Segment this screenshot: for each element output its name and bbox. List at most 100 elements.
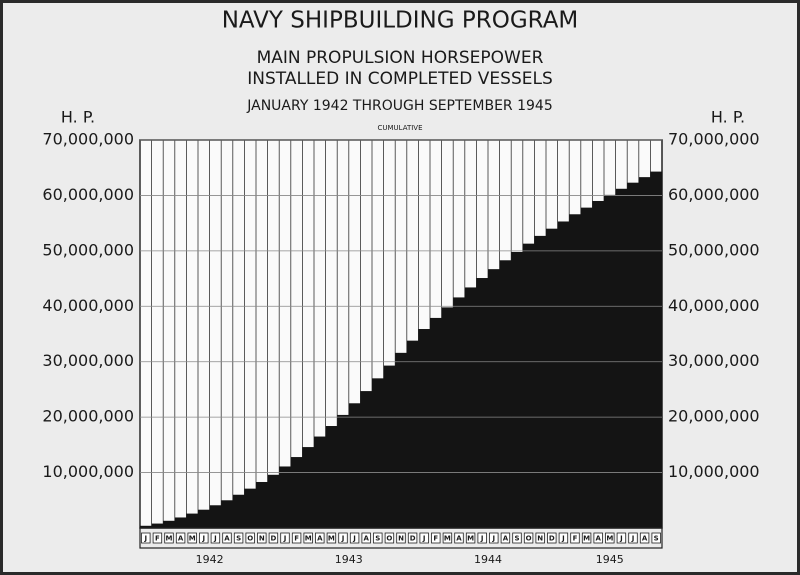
month-box	[303, 532, 313, 544]
month-box	[152, 532, 163, 544]
x-tick-label: S	[654, 535, 659, 543]
chart-title: NAVY SHIPBUILDING PROGRAM	[222, 8, 579, 34]
bar	[209, 505, 222, 528]
x-tick-label: O	[247, 535, 253, 543]
x-tick-label: A	[595, 535, 601, 543]
bar	[337, 414, 350, 528]
x-tick-label: J	[341, 535, 345, 543]
bar	[580, 207, 593, 528]
x-tick-label: M	[606, 535, 613, 543]
month-box	[396, 532, 406, 544]
bar	[557, 221, 570, 529]
bar	[232, 494, 245, 528]
x-tick-label: F	[294, 535, 299, 543]
x-tick-label: J	[201, 535, 205, 543]
y2-axis-label: H. P.	[711, 108, 745, 127]
month-box	[245, 532, 255, 544]
y-tick-label: 20,000,000	[42, 407, 134, 426]
y-tick-label: 10,000,000	[42, 462, 134, 481]
x-tick-label: M	[328, 535, 335, 543]
bar	[267, 474, 280, 528]
month-box	[280, 532, 290, 544]
bar	[290, 457, 303, 528]
bar	[140, 525, 152, 528]
bar	[546, 228, 558, 528]
bar	[534, 235, 547, 529]
x-tick-label: J	[480, 535, 484, 543]
bar	[198, 509, 210, 528]
month-box	[361, 532, 371, 544]
month-box	[454, 532, 464, 544]
x-tick-label: M	[444, 535, 451, 543]
bar	[302, 447, 315, 528]
x-tick-label: A	[456, 535, 462, 543]
x-tick-label: N	[537, 535, 543, 543]
month-box	[222, 532, 232, 544]
date-range: JANUARY 1942 THROUGH SEPTEMBER 1945	[246, 98, 552, 114]
x-tick-label: S	[236, 535, 241, 543]
month-box	[547, 532, 557, 544]
subtitle: MAIN PROPULSION HORSEPOWER	[257, 48, 544, 68]
bar	[279, 466, 292, 528]
bar	[256, 481, 268, 528]
y2-tick-label: 30,000,000	[668, 351, 760, 370]
month-box	[489, 532, 499, 544]
bar	[499, 260, 512, 528]
month-box	[175, 532, 186, 544]
month-box	[233, 532, 244, 544]
month-box	[326, 532, 337, 544]
y-tick-label: 30,000,000	[42, 351, 134, 370]
x-tick-label: D	[410, 535, 416, 543]
month-box	[570, 532, 580, 544]
x-tick-label: J	[491, 535, 495, 543]
y2-tick-label: 10,000,000	[668, 462, 760, 481]
bar	[174, 517, 187, 528]
x-tick-label: N	[398, 535, 404, 543]
bar	[244, 488, 257, 528]
month-box	[338, 532, 348, 544]
y-tick-label: 50,000,000	[42, 240, 134, 259]
x-tick-label: S	[375, 535, 380, 543]
bar	[592, 200, 605, 528]
month-box	[291, 532, 302, 544]
bar	[488, 269, 500, 528]
bar	[395, 352, 408, 528]
month-box	[407, 532, 418, 544]
year-label: 1945	[596, 553, 624, 566]
month-box	[187, 532, 197, 544]
x-tick-label: J	[422, 535, 426, 543]
month-box	[268, 532, 279, 544]
x-tick-label: M	[583, 535, 590, 543]
month-box	[315, 532, 325, 544]
month-box	[477, 532, 487, 544]
bar	[511, 251, 524, 529]
month-box	[500, 532, 511, 544]
month-box	[558, 532, 569, 544]
x-tick-label: J	[561, 535, 565, 543]
x-tick-label: J	[631, 535, 635, 543]
y-tick-label: 70,000,000	[42, 130, 134, 149]
x-tick-label: D	[549, 535, 555, 543]
y2-tick-label: 50,000,000	[668, 240, 760, 259]
bar	[453, 297, 466, 528]
month-box	[639, 532, 650, 544]
bar	[406, 340, 419, 528]
annotation: CUMULATIVE	[377, 124, 422, 132]
bar	[372, 378, 384, 528]
month-box	[593, 532, 603, 544]
month-box	[442, 532, 453, 544]
bar	[186, 513, 199, 528]
bar	[314, 436, 326, 528]
bar	[383, 365, 396, 528]
month-box	[141, 532, 151, 544]
x-tick-label: J	[283, 535, 287, 543]
x-tick-label: O	[526, 535, 532, 543]
x-tick-label: J	[213, 535, 217, 543]
bar	[476, 278, 489, 528]
x-tick-label: J	[619, 535, 623, 543]
x-tick-label: A	[503, 535, 509, 543]
bar	[348, 403, 361, 528]
month-box	[257, 532, 267, 544]
